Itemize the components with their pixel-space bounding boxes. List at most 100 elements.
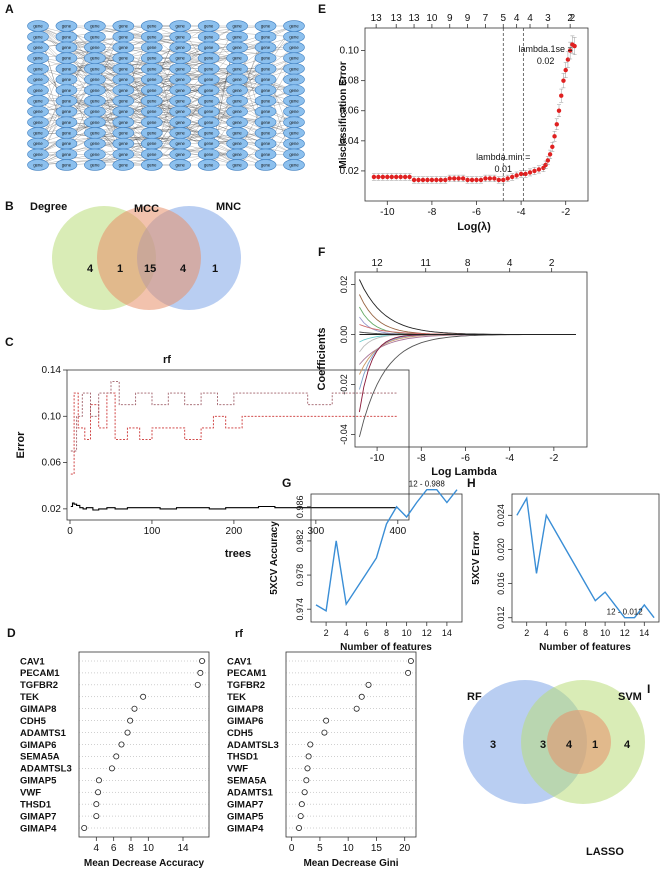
network-node-label: gene (261, 66, 271, 71)
gene-label: TEK (20, 692, 39, 703)
gene-label: GIMAP4 (227, 823, 264, 834)
x-tick-label: -2 (561, 207, 570, 218)
series-line (70, 381, 398, 452)
gene-label: TGFBR2 (227, 680, 265, 691)
x-tick-label: 10 (402, 628, 412, 638)
importance-point (199, 658, 206, 665)
cv-point (389, 174, 394, 180)
gene-label: GIMAP8 (227, 704, 263, 715)
cv-point (496, 177, 501, 183)
panel-label-b: B (5, 199, 14, 213)
network-edge (37, 36, 67, 69)
network-node-label: gene (261, 131, 271, 136)
network-node-label: gene (204, 131, 214, 136)
network-edge (208, 79, 295, 123)
gene-label: ADAMTSL3 (20, 764, 72, 775)
y-tick-label: 0.02 (339, 276, 349, 294)
network-node-label: gene (147, 88, 157, 93)
network-node-label: gene (147, 109, 157, 114)
x-tick-label: 4 (544, 628, 549, 638)
coefficient-path (358, 279, 576, 335)
network-node-label: gene (261, 120, 271, 125)
network-node-label: gene (261, 98, 271, 103)
cv-point (478, 177, 484, 183)
x-tick-label: 12 (422, 628, 432, 638)
network-node-label: gene (33, 131, 43, 136)
importance-point (407, 658, 414, 665)
network-node-label: gene (176, 163, 186, 168)
top-tick-label: 5 (500, 13, 506, 24)
y-axis-label: 5XCV Error (471, 531, 482, 584)
x-tick-label: 200 (226, 526, 243, 537)
network-node (197, 159, 220, 171)
network-node-label: gene (261, 109, 271, 114)
network-edge (37, 57, 124, 69)
x-tick-label: 2 (524, 628, 529, 638)
network-node-label: gene (261, 163, 271, 168)
importance-accuracy: CAV1PECAM1TGFBR2TEKGIMAP8CDH5ADAMTS1GIMA… (20, 651, 210, 869)
gene-label: VWF (20, 788, 41, 799)
network-node-label: gene (119, 66, 129, 71)
network-edge (123, 100, 209, 112)
network-node-label: gene (119, 131, 129, 136)
network-node-label: gene (176, 34, 186, 39)
gene-label: CDH5 (227, 728, 254, 739)
chart-title: rf (163, 354, 171, 366)
network-node-label: gene (62, 88, 72, 93)
network-node-label: gene (232, 131, 242, 136)
importance-point (297, 813, 304, 820)
top-tick-label: 8 (465, 258, 471, 269)
cv-point (547, 152, 553, 157)
network-edge (208, 25, 295, 155)
cv-point (465, 177, 470, 183)
cv-point (416, 177, 421, 183)
network-node-label: gene (62, 98, 72, 103)
cv-point (552, 134, 557, 139)
venn-set-mcc: MCC (134, 203, 159, 215)
network-node-label: gene (147, 24, 157, 29)
network-node-label: gene (261, 24, 271, 29)
network-edge (208, 47, 295, 112)
top-tick-label: 10 (426, 13, 438, 24)
cv-point (572, 43, 577, 49)
network-node-label: gene (147, 45, 157, 50)
network-node-label: gene (62, 163, 72, 168)
x-tick-label: 8 (384, 628, 389, 638)
venn-count: 15 (144, 263, 156, 275)
network-node-label: gene (90, 163, 100, 168)
network-node-label: gene (62, 45, 72, 50)
plot-frame (66, 369, 410, 521)
gene-label: GIMAP8 (20, 704, 56, 715)
x-tick-label: 8 (583, 628, 588, 638)
gene-label: ADAMTS1 (227, 788, 274, 799)
network-node-label: gene (33, 109, 43, 114)
top-tick-label: 13 (391, 13, 403, 24)
network-edge (37, 25, 295, 144)
gene-label: PECAM1 (227, 668, 267, 679)
network-node-label: gene (33, 163, 43, 168)
network-node-label: gene (289, 56, 299, 61)
network-node-label: gene (147, 34, 157, 39)
importance-point (95, 789, 102, 796)
importance-point (304, 765, 311, 772)
coefficient-path (358, 334, 576, 413)
cv-point (469, 177, 475, 183)
annotation: lambda.1se = (518, 44, 572, 54)
cv-point (505, 176, 510, 181)
venn-count: 1 (212, 263, 218, 275)
gene-label: THSD1 (227, 752, 259, 763)
best-annotation: 12 - 0.988 (409, 480, 446, 489)
x-axis-label: trees (225, 548, 251, 560)
y-tick-label: 0.00 (339, 326, 349, 344)
network-edge (123, 132, 266, 166)
network-node-label: gene (289, 88, 299, 93)
network-node-label: gene (204, 120, 214, 125)
cv-point (394, 174, 399, 180)
network-node-label: gene (204, 163, 214, 168)
network-node-label: gene (289, 141, 299, 146)
network-node-label: gene (33, 34, 43, 39)
gene-label: TEK (227, 692, 246, 703)
y-tick-label: 0.012 (496, 606, 506, 629)
cv-point (385, 174, 390, 180)
